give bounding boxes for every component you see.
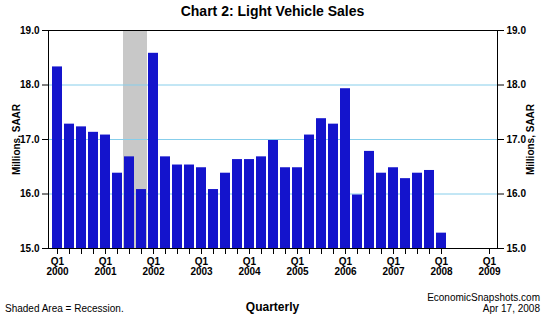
svg-text:Q12004: Q12004 (238, 256, 261, 277)
svg-text:15.0: 15.0 (507, 243, 527, 254)
svg-text:17.0: 17.0 (20, 134, 40, 145)
svg-text:Q12002: Q12002 (142, 256, 165, 277)
svg-text:Q12001: Q12001 (94, 256, 117, 277)
svg-text:16.0: 16.0 (20, 188, 40, 199)
svg-text:Millions, SAAR: Millions, SAAR (525, 103, 536, 175)
svg-text:Q12005: Q12005 (286, 256, 309, 277)
svg-text:Q12008: Q12008 (430, 256, 453, 277)
svg-text:16.0: 16.0 (507, 188, 527, 199)
svg-text:Millions, SAAR: Millions, SAAR (11, 103, 22, 175)
svg-text:Q12009: Q12009 (478, 256, 501, 277)
svg-text:Q12000: Q12000 (46, 256, 69, 277)
html-text:EconomicSnapshots.com Apr 17,: EconomicSnapshots.com Apr 17, 2008 (427, 292, 540, 314)
svg-text:Q12003: Q12003 (190, 256, 213, 277)
svg-text:Q12006: Q12006 (334, 256, 357, 277)
html-text:Shaded Area = Recession.: Shaded Area = Recession. (5, 303, 124, 314)
svg-text:17.0: 17.0 (507, 134, 527, 145)
html-text:Quarterly: Quarterly (245, 300, 300, 314)
svg-text:15.0: 15.0 (20, 243, 40, 254)
svg-text:Q12007: Q12007 (382, 256, 405, 277)
html-text:Chart 2: Light Vehicle Sales: Chart 2: Light Vehicle Sales (180, 3, 365, 19)
svg-text:18.0: 18.0 (20, 79, 40, 90)
svg-text:19.0: 19.0 (20, 25, 40, 36)
svg-text:18.0: 18.0 (507, 79, 527, 90)
svg-text:19.0: 19.0 (507, 25, 527, 36)
